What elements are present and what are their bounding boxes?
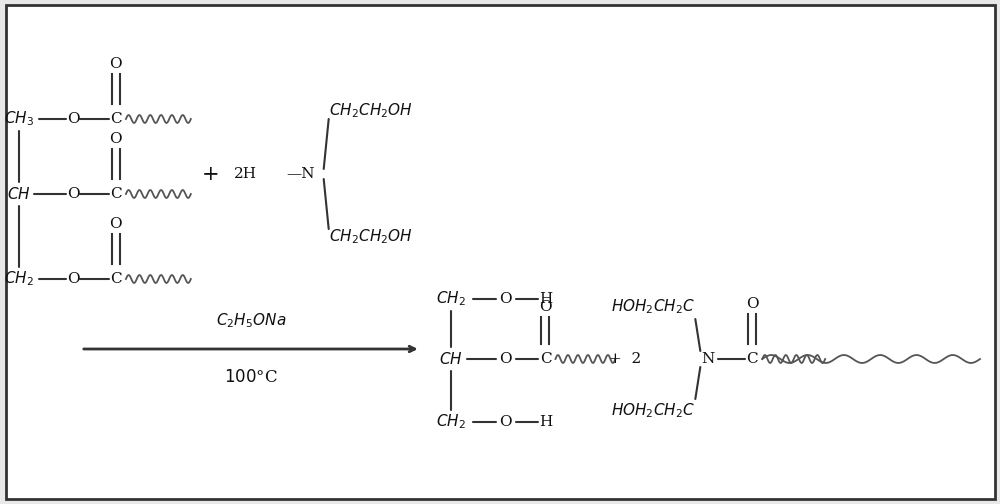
Text: C: C	[110, 112, 122, 126]
Text: O: O	[499, 352, 512, 366]
Text: $CH_2$: $CH_2$	[436, 413, 465, 431]
Text: $C_2H_5ONa$: $C_2H_5ONa$	[216, 311, 286, 330]
Text: +  2: + 2	[609, 352, 642, 366]
Text: O: O	[67, 272, 79, 286]
Text: —N: —N	[286, 167, 315, 181]
Text: O: O	[110, 57, 122, 71]
FancyBboxPatch shape	[6, 5, 995, 499]
Text: O: O	[499, 292, 512, 306]
Text: H: H	[539, 292, 552, 306]
Text: $CH_2$: $CH_2$	[4, 270, 34, 288]
Text: $CH$: $CH$	[7, 186, 31, 202]
Text: $HOH_2CH_2C$: $HOH_2CH_2C$	[611, 298, 695, 317]
Text: O: O	[110, 217, 122, 231]
Text: H: H	[539, 415, 552, 429]
Text: O: O	[110, 132, 122, 146]
Text: $CH_3$: $CH_3$	[4, 110, 34, 129]
Text: O: O	[746, 297, 759, 311]
Text: 2H: 2H	[234, 167, 257, 181]
Text: O: O	[67, 112, 79, 126]
Text: N: N	[702, 352, 715, 366]
Text: O: O	[67, 187, 79, 201]
Text: C: C	[540, 352, 551, 366]
Text: C: C	[110, 272, 122, 286]
Text: C: C	[110, 187, 122, 201]
Text: C: C	[746, 352, 758, 366]
Text: O: O	[499, 415, 512, 429]
Text: $CH$: $CH$	[439, 351, 462, 367]
Text: O: O	[539, 300, 552, 314]
Text: $100\mathregular{°C}$: $100\mathregular{°C}$	[224, 368, 278, 386]
Text: +: +	[202, 164, 220, 183]
Text: $CH_2CH_2OH$: $CH_2CH_2OH$	[329, 102, 412, 120]
Text: $HOH_2CH_2C$: $HOH_2CH_2C$	[611, 402, 695, 420]
Text: $CH_2CH_2OH$: $CH_2CH_2OH$	[329, 228, 412, 246]
Text: $CH_2$: $CH_2$	[436, 290, 465, 308]
